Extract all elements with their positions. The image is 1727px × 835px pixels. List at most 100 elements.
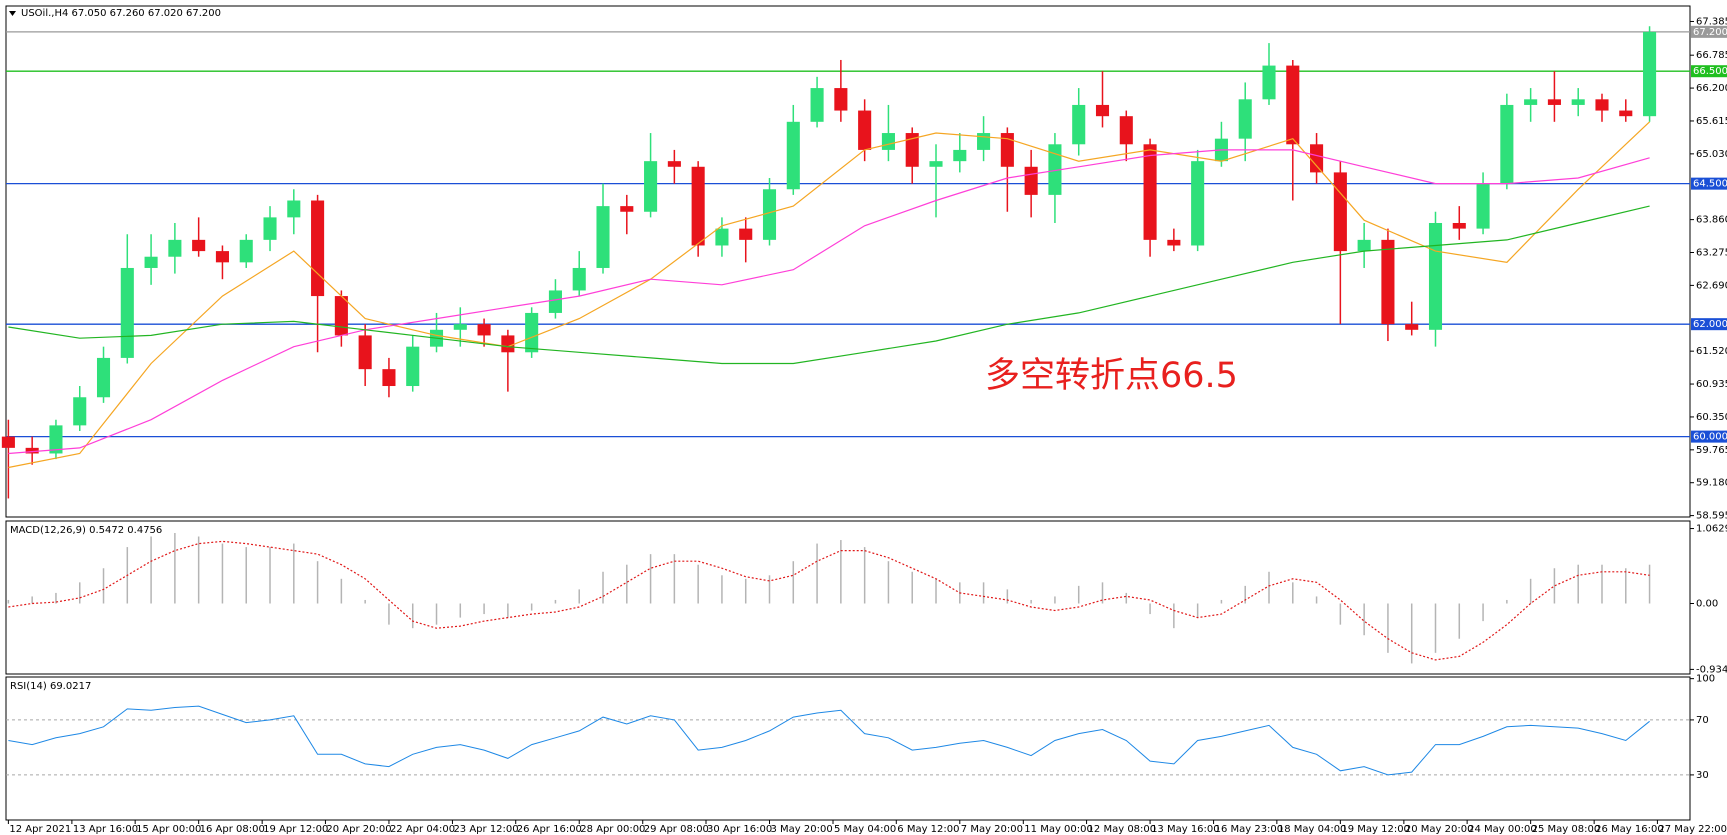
level-label: 66.500 xyxy=(1693,66,1727,77)
level-tag xyxy=(1691,430,1727,443)
x-tick-label: 19 May 12:00 xyxy=(1341,824,1410,835)
moving-average xyxy=(8,121,1651,469)
candle-body xyxy=(287,200,301,218)
x-tick-label: 20 Apr 20:00 xyxy=(326,824,391,835)
price-title: USOil.,H4 67.050 67.260 67.020 67.200 xyxy=(21,8,221,19)
x-tick-label: 27 May 22:00 xyxy=(1658,824,1727,835)
x-tick-label: 24 May 00:00 xyxy=(1468,824,1537,835)
candle-body xyxy=(881,133,895,150)
candle-body xyxy=(1357,239,1371,252)
annotation: 多空转折点66.5 xyxy=(985,356,1238,396)
candle-body xyxy=(1262,65,1276,100)
rsi-title: RSI(14) 69.0217 xyxy=(10,681,91,692)
candle-body xyxy=(929,161,943,167)
candle-body xyxy=(1595,99,1609,111)
candle-body xyxy=(1571,99,1585,105)
candle-body xyxy=(477,324,491,336)
candle-body xyxy=(1000,133,1014,167)
candle-body xyxy=(382,369,396,387)
candle-body xyxy=(548,290,562,313)
candle-body xyxy=(239,239,253,263)
x-tick-label: 20 May 20:00 xyxy=(1405,824,1474,835)
x-tick-label: 12 Apr 2021 xyxy=(9,824,71,835)
candle-body xyxy=(96,357,111,398)
candle-body xyxy=(1095,104,1110,117)
level-label: 64.500 xyxy=(1693,179,1727,190)
x-tick-label: 25 May 08:00 xyxy=(1532,824,1601,835)
candle-body xyxy=(620,206,634,212)
x-tick-label: 26 Apr 16:00 xyxy=(517,824,582,835)
candle-body xyxy=(1619,110,1633,117)
candle-body xyxy=(1048,144,1062,195)
candle-body xyxy=(715,228,729,246)
x-tick-label: 18 May 04:00 xyxy=(1278,824,1347,835)
y-tick-label: 67.385 xyxy=(1696,16,1727,27)
candle-body xyxy=(596,206,610,268)
candle-body xyxy=(977,133,991,150)
x-tick-label: 29 Apr 08:00 xyxy=(644,824,709,835)
candle-body xyxy=(739,228,753,240)
x-tick-label: 3 May 20:00 xyxy=(771,824,833,835)
x-tick-label: 5 May 04:00 xyxy=(834,824,896,835)
candle-body xyxy=(1452,222,1466,229)
rsi-line xyxy=(8,705,1650,776)
x-tick-label: 26 May 16:00 xyxy=(1595,824,1664,835)
x-tick-label: 30 Apr 16:00 xyxy=(707,824,772,835)
candle-body xyxy=(1333,172,1347,252)
candle-body xyxy=(1500,104,1514,184)
x-tick-label: 15 Apr 00:00 xyxy=(136,824,201,835)
candle-body xyxy=(168,239,182,257)
candle-body xyxy=(905,133,919,167)
candle-body xyxy=(25,447,39,454)
macd-panel xyxy=(5,520,1691,675)
candle-body xyxy=(834,88,848,111)
y-tick-label: 61.520 xyxy=(1696,346,1727,357)
level-tag xyxy=(1691,25,1727,38)
y-tick-label: 65.030 xyxy=(1696,149,1727,160)
candle-body xyxy=(572,267,586,291)
candle-body xyxy=(192,239,206,252)
rsi-panel xyxy=(5,676,1691,821)
macd-title: MACD(12,26,9) 0.5472 0.4756 xyxy=(10,525,162,536)
level-label: 60.000 xyxy=(1693,432,1727,443)
y-tick-label: 63.860 xyxy=(1696,215,1727,226)
y-tick-label: 66.785 xyxy=(1696,50,1727,61)
moving-average xyxy=(8,149,1650,455)
y-tick-label: -0.9347 xyxy=(1696,664,1727,675)
candle-body xyxy=(762,189,777,240)
x-tick-label: 22 Apr 04:00 xyxy=(390,824,455,835)
y-tick-label: 60.935 xyxy=(1696,379,1727,390)
candle-body xyxy=(1072,104,1086,145)
signal-line xyxy=(8,540,1650,661)
y-tick-label: 65.615 xyxy=(1696,116,1727,127)
y-tick-label: 70 xyxy=(1696,715,1709,726)
candle-body xyxy=(1286,65,1300,145)
candle-body xyxy=(1,436,15,448)
y-tick-label: 60.350 xyxy=(1696,412,1727,423)
x-tick-label: 7 May 20:00 xyxy=(961,824,1023,835)
x-tick-label: 12 May 08:00 xyxy=(1088,824,1157,835)
candle-body xyxy=(358,335,372,370)
candle-body xyxy=(953,149,967,162)
candle-body xyxy=(786,121,800,190)
x-tick-label: 19 Apr 12:00 xyxy=(263,824,328,835)
candle-body xyxy=(120,267,134,358)
candle-body xyxy=(525,312,539,353)
x-tick-label: 13 Apr 16:00 xyxy=(73,824,138,835)
y-tick-label: 63.275 xyxy=(1696,248,1727,259)
x-tick-label: 13 May 16:00 xyxy=(1151,824,1220,835)
candle-body xyxy=(1143,144,1157,240)
candle-body xyxy=(644,161,658,212)
menu-arrow xyxy=(9,11,16,16)
candle-body xyxy=(1167,239,1181,246)
candle-body xyxy=(858,110,872,150)
candle-body xyxy=(215,251,229,263)
level-label: 67.200 xyxy=(1693,27,1727,38)
candle-body xyxy=(311,200,325,297)
y-tick-label: 62.690 xyxy=(1696,280,1727,291)
x-tick-label: 6 May 12:00 xyxy=(897,824,959,835)
candle-body xyxy=(1238,99,1252,139)
y-tick-label: 59.765 xyxy=(1696,445,1727,456)
